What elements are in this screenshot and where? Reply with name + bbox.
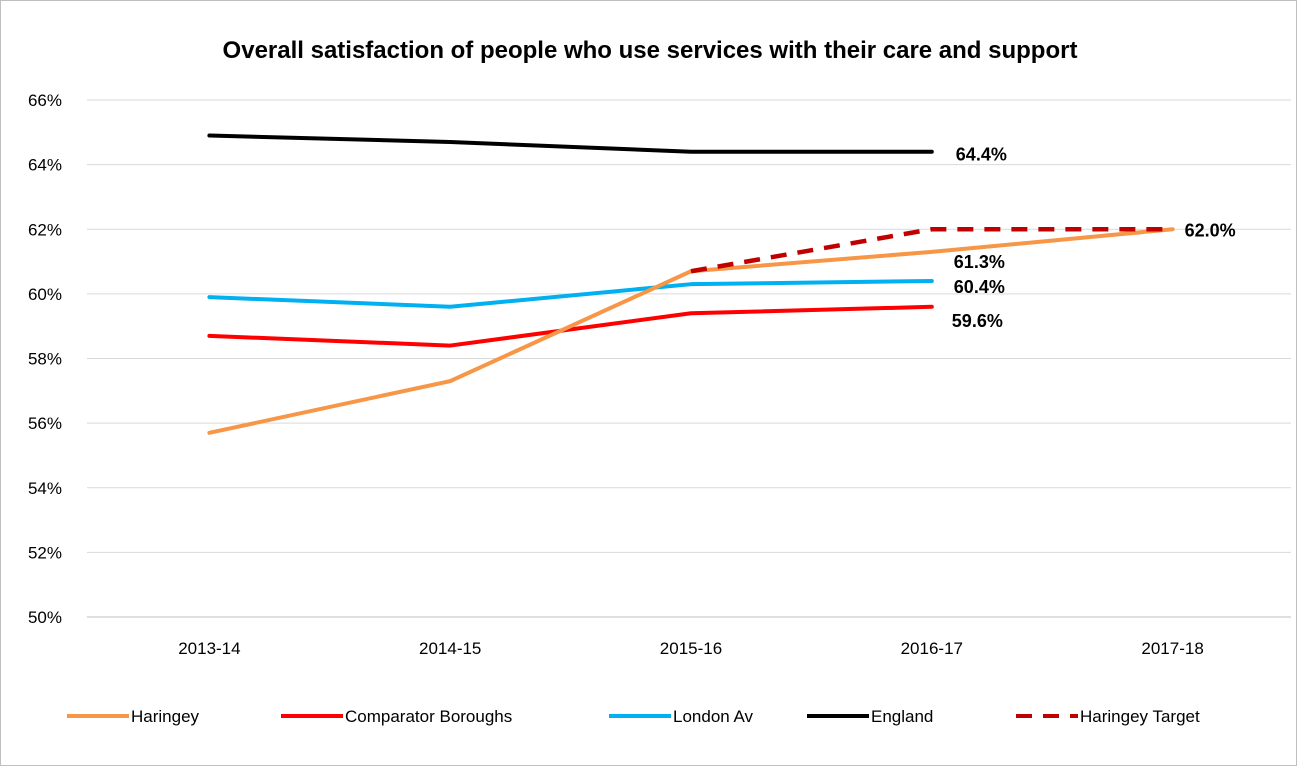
series-line-london-av [207,278,934,309]
y-tick-label: 60% [28,285,62,304]
legend-label-haringey: Haringey [131,707,200,726]
x-tick-label: 2014-15 [419,639,481,658]
legend-label-haringey-target: Haringey Target [1080,707,1200,726]
data-label: 59.6% [952,311,1003,331]
y-axis-ticks: 50% 52% 54% 56% 58% 60% 62% 64% 66% [28,91,62,627]
data-labels: 64.4% 61.3% 60.4% 59.6% 62.0% [952,145,1236,331]
y-tick-label: 54% [28,479,62,498]
legend-label-london-av: London Av [673,707,754,726]
y-tick-label: 58% [28,350,62,369]
x-tick-label: 2015-16 [660,639,722,658]
series-lines [207,133,1175,435]
x-tick-label: 2017-18 [1141,639,1203,658]
chart-title: Overall satisfaction of people who use s… [223,37,1078,64]
gridlines [87,99,1291,618]
y-tick-label: 64% [28,156,62,175]
y-tick-label: 66% [28,91,62,110]
y-tick-label: 52% [28,543,62,562]
x-axis-ticks: 2013-14 2014-15 2015-16 2016-17 2017-18 [178,639,1204,658]
legend: Haringey Comparator Boroughs London Av Engl… [67,707,1200,726]
legend-label-england: England [871,707,933,726]
legend-label-comparator-boroughs: Comparator Boroughs [345,707,512,726]
y-tick-label: 62% [28,220,62,239]
data-label: 60.4% [954,277,1005,297]
data-label: 64.4% [956,145,1007,165]
x-tick-label: 2016-17 [901,639,963,658]
series-line-comparator-boroughs [207,304,934,348]
y-tick-label: 50% [28,608,62,627]
y-tick-label: 56% [28,414,62,433]
data-label: 61.3% [954,252,1005,272]
series-line-england [207,133,934,154]
x-tick-label: 2013-14 [178,639,240,658]
data-label: 62.0% [1185,220,1236,240]
series-line-haringey-target [690,227,1173,274]
series-line-haringey [207,227,1175,435]
